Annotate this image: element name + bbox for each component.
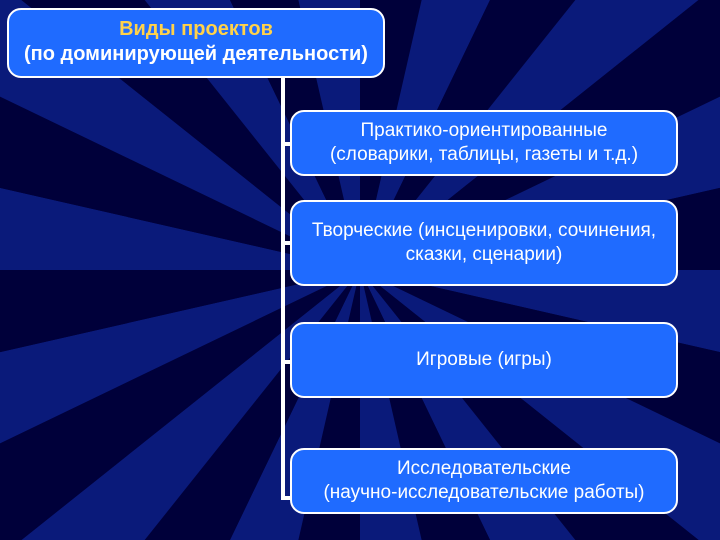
child-box-practical: Практико-ориентированные (словарики, таб…	[290, 110, 678, 176]
child-box-research: Исследовательские (научно-исследовательс…	[290, 448, 678, 514]
title-box: Виды проектов (по доминирующей деятельно…	[7, 8, 385, 78]
title-line2: (по доминирующей деятельности)	[17, 42, 375, 67]
child-label: Исследовательские (научно-исследовательс…	[323, 457, 644, 505]
diagram-stage: Виды проектов (по доминирующей деятельно…	[0, 0, 720, 540]
child-box-game: Игровые (игры)	[290, 322, 678, 398]
title-line1: Виды проектов	[17, 17, 375, 42]
child-box-creative: Творческие (инсценировки, сочинения, ска…	[290, 200, 678, 286]
child-label: Практико-ориентированные (словарики, таб…	[330, 119, 638, 167]
child-label: Игровые (игры)	[416, 348, 552, 372]
child-label: Творческие (инсценировки, сочинения, ска…	[312, 219, 656, 267]
